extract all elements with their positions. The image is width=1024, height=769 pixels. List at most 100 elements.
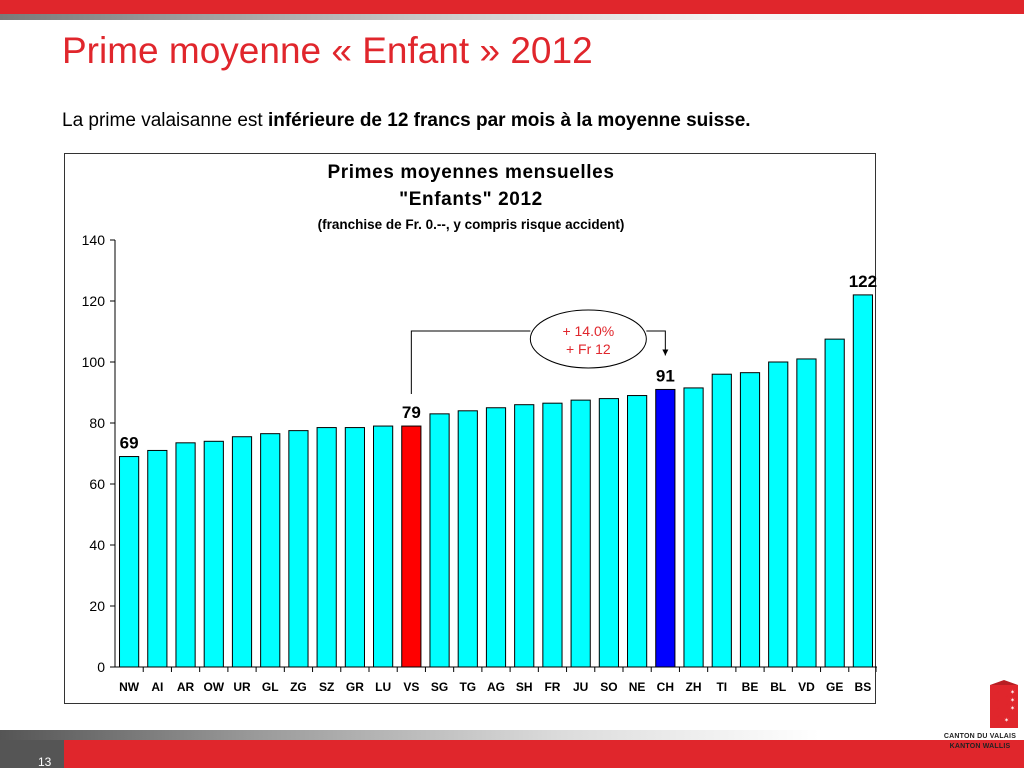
x-tick-label: JU [573,680,588,694]
y-tick-label: 0 [97,659,105,675]
svg-text:✶: ✶ [995,689,1000,696]
y-tick-label: 100 [82,354,106,370]
svg-text:✶: ✶ [995,697,1000,704]
bar-sh [514,404,535,668]
annotation-connector-left [410,330,531,395]
bar-fr [542,402,563,668]
svg-text:✶: ✶ [995,713,1000,720]
annotation-percent: + 14.0% [562,323,614,339]
y-tick-label: 120 [82,293,106,309]
bar-ju [570,399,591,668]
x-tick-label: BE [742,680,759,694]
x-tick-label: SO [600,680,617,694]
y-tick-label: 80 [89,415,105,431]
x-tick-label: GL [262,680,279,694]
subtitle-regular-text: La prime valaisanne est [62,110,268,131]
bar-bl [768,361,789,668]
annotation-francs: + Fr 12 [566,341,611,357]
bar-ag [485,407,507,668]
bar-zg [288,430,309,668]
bar-sg [429,413,450,668]
svg-text:✶: ✶ [1004,709,1009,716]
bar-gl [260,433,281,668]
x-tick-label: FR [544,680,560,694]
x-tick-label: AR [177,680,195,694]
data-label-ch: 91 [656,366,675,385]
bar-ow [203,440,224,668]
x-tick-label: NE [629,680,646,694]
x-tick-label: SH [516,680,533,694]
x-tick-label: VS [403,680,419,694]
bar-ti [711,373,732,668]
bar-ge [824,338,845,668]
bar-vs [401,425,422,668]
slide-subtitle: La prime valaisanne est inférieure de 12… [62,110,751,132]
bar-vd [796,358,817,668]
bar-sz [316,427,337,668]
x-tick-label: ZG [290,680,307,694]
logo-text-line1: CANTON DU VALAIS [943,733,1017,740]
data-label-bs: 122 [849,272,877,291]
svg-text:✶: ✶ [1010,697,1015,704]
y-tick-label: 20 [89,598,105,614]
bar-gr [344,427,365,668]
data-label-nw: 69 [120,434,139,453]
svg-text:✶: ✶ [1010,705,1015,712]
x-tick-label: VD [798,680,815,694]
footer-red-bar [64,740,1024,768]
svg-text:✶: ✶ [995,705,1000,712]
chart-title-line1: Primes moyennes mensuelles [327,162,615,183]
x-tick-label: AI [151,680,163,694]
data-label-vs: 79 [402,403,421,422]
top-gradient-bar [0,14,1024,20]
subtitle-bold-text: inférieure de 12 francs par mois à la mo… [267,110,751,131]
annotation-ellipse [529,309,647,369]
footer-gradient-bar [0,730,1024,740]
chart-title-line2: "Enfants" 2012 [399,189,543,210]
bar-zh [683,387,704,668]
svg-text:✶: ✶ [1010,689,1015,696]
x-tick-label: BS [855,680,872,694]
bar-so [598,398,619,668]
annotation-connector-right [646,330,666,356]
chart-subtitle: (franchise de Fr. 0.--, y compris risque… [317,217,625,232]
bar-ch [655,388,676,668]
bar-nw [119,456,140,668]
svg-text:✶: ✶ [995,721,1000,728]
canton-valais-logo-icon: ✶✶✶✶✶ ✶✶✶ ✶✶✶✶ [990,680,1018,728]
bar-bs [852,294,873,668]
bar-ur [231,436,253,668]
x-tick-label: AG [487,680,505,694]
x-tick-label: UR [233,680,251,694]
x-tick-label: GE [826,680,843,694]
slide-title: Prime moyenne « Enfant » 2012 [62,30,593,71]
y-tick-label: 60 [89,476,105,492]
x-tick-label: TI [716,680,727,694]
svg-text:✶: ✶ [1004,701,1009,708]
logo-text-line2: KANTON WALLIS [949,743,1011,750]
top-red-bar [0,0,1024,14]
bar-be [739,372,761,668]
bar-ai [147,449,168,668]
bar-chart: 0 20 40 60 80 100 120 140 NW AI AR OW UR GL ZG SZ GR LU VS… [82,232,877,694]
bar-ar [175,442,196,668]
y-tick-label: 40 [89,537,105,553]
x-tick-label: BL [770,680,786,694]
svg-text:✶: ✶ [1004,693,1009,700]
bar-ne [627,395,648,668]
page-number: 13 [38,755,52,769]
bar-tg [457,410,478,668]
x-tick-label: SG [431,680,448,694]
chart-frame: Primes moyennes mensuelles "Enfants" 201… [64,153,877,704]
x-tick-label: GR [346,680,364,694]
footer-dark-block [0,740,64,768]
annotation-arrowhead [662,349,669,356]
x-tick-label: CH [657,680,674,694]
x-tick-label: TG [459,680,476,694]
svg-text:✶: ✶ [1004,717,1009,724]
x-tick-label: SZ [319,680,334,694]
x-tick-label: OW [203,680,224,694]
bar-lu [373,425,394,668]
y-tick-label: 140 [82,232,106,248]
x-tick-label: ZH [686,680,702,694]
